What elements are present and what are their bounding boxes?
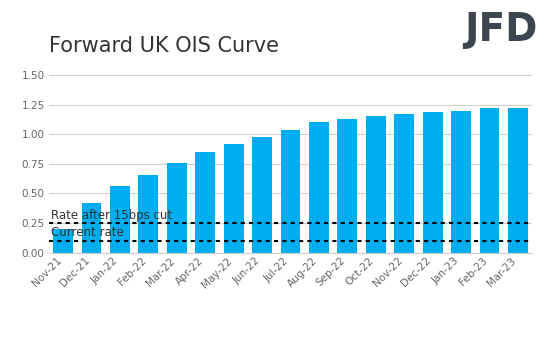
Bar [281,130,300,253]
Bar [252,137,272,253]
Bar [422,112,443,253]
Bar [337,119,357,253]
Bar [479,108,500,253]
Bar [53,229,73,253]
Text: Forward UK OIS Curve: Forward UK OIS Curve [49,36,279,56]
Text: Rate after 15bps cut: Rate after 15bps cut [51,209,173,222]
Bar [110,186,130,253]
Text: Current rate: Current rate [51,226,124,239]
Bar [195,152,215,253]
Bar [81,203,102,253]
Text: JFD: JFD [464,11,538,48]
Bar [309,122,329,253]
Bar [394,114,414,253]
Bar [167,163,187,253]
Bar [508,108,528,253]
Bar [138,174,159,253]
Bar [224,144,244,253]
Bar [451,111,471,253]
Bar [366,117,386,253]
